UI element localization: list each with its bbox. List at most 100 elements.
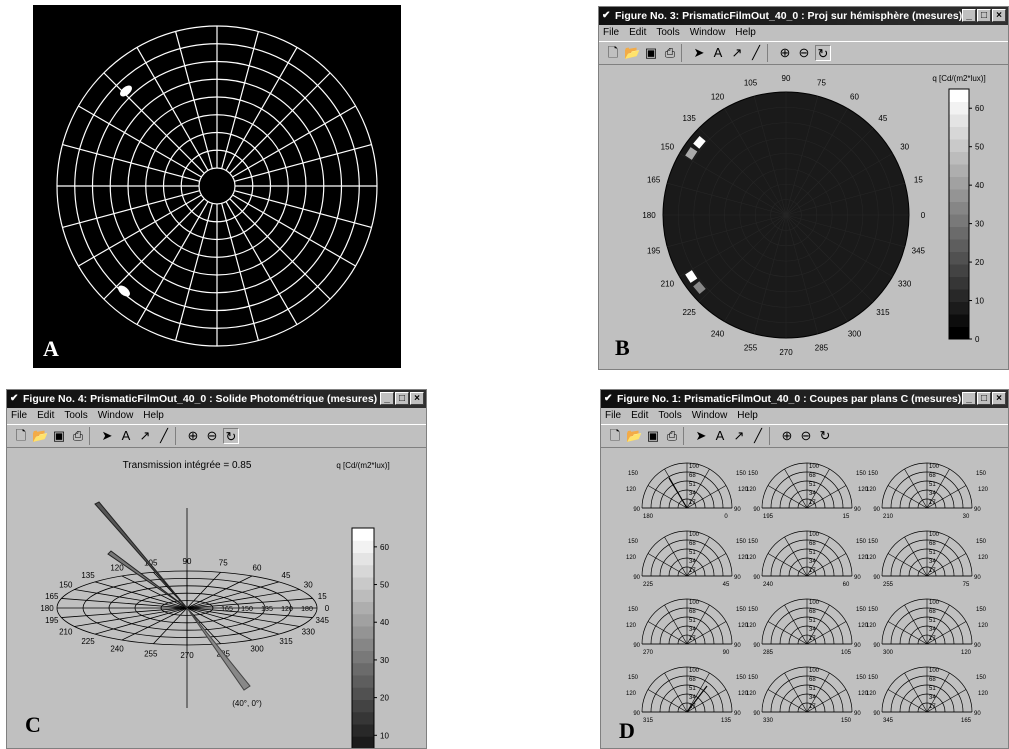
plane-label: 45 [723,582,730,588]
grid-spoke [806,621,847,645]
menu-file[interactable]: File [605,410,622,421]
menu-help[interactable]: Help [735,27,756,38]
line-tool-icon[interactable]: ╱ [754,428,762,443]
close-button[interactable]: × [992,9,1006,22]
grid-spoke [806,604,830,645]
grid-spoke [229,198,331,300]
angle-label: 330 [302,628,316,637]
radial-label: 34 [689,627,696,633]
arrow-pointer-icon[interactable]: ➤ [693,45,705,60]
radial-label: 100 [809,532,820,538]
zoom-out-icon[interactable]: ⊖ [800,428,812,443]
open-folder-icon[interactable]: 📂 [32,428,49,443]
menu-tools[interactable]: Tools [64,410,88,421]
side-label: 90 [633,507,640,513]
menu-file[interactable]: File [11,410,28,421]
text-tool-icon[interactable]: A [121,428,131,443]
grid-spoke [785,214,874,303]
grid-spoke [232,105,356,178]
grid-spoke [926,485,967,509]
radial-label: 34 [929,695,936,701]
zoom-in-icon[interactable]: ⊕ [781,428,793,443]
menu-window[interactable]: Window [689,27,726,38]
radial-label: 34 [809,491,816,497]
menu-edit[interactable]: Edit [631,410,649,421]
menu-tools[interactable]: Tools [658,410,682,421]
menu-help[interactable]: Help [737,410,758,421]
save-icon[interactable]: ▣ [646,428,660,443]
open-folder-icon[interactable]: 📂 [624,45,641,60]
colorbar-tick-label: 40 [975,181,984,190]
print-icon[interactable]: ⎙ [664,45,676,60]
side-label: 120 [978,487,989,493]
colorbar-frame [351,527,375,748]
radial-label: 68 [809,677,816,683]
close-button[interactable]: × [410,392,424,405]
menu-edit[interactable]: Edit [37,410,55,421]
faint-grid [663,92,909,338]
grid-spoke [784,468,808,509]
line-tool-icon[interactable]: ╱ [160,428,168,443]
menu-window[interactable]: Window [691,410,728,421]
colorbar-cell [352,613,374,627]
arrow-pointer-icon[interactable]: ➤ [695,428,707,443]
maximize-button[interactable]: □ [977,9,991,22]
minimize-button[interactable]: _ [962,392,976,405]
menu-file[interactable]: File [603,27,620,38]
print-icon[interactable]: ⎙ [72,428,84,443]
new-file-icon[interactable]: 🗋 [609,428,621,443]
menu-tools[interactable]: Tools [656,27,680,38]
minimize-button[interactable]: _ [962,9,976,22]
maximize-button[interactable]: □ [395,392,409,405]
rotate-3d-icon[interactable]: ↻ [223,428,239,444]
grid-spoke [686,468,710,509]
zoom-out-icon[interactable]: ⊖ [798,45,810,60]
print-icon[interactable]: ⎙ [666,428,678,443]
side-label: 150 [628,675,639,681]
menu-window[interactable]: Window [97,410,134,421]
arrow-pointer-icon[interactable]: ➤ [101,428,113,443]
new-file-icon[interactable]: 🗋 [607,45,619,60]
colorbar-tick-label: 60 [380,543,389,552]
angle-label: 270 [779,348,793,357]
grid-spoke [221,203,259,341]
zoom-out-icon[interactable]: ⊖ [206,428,218,443]
zoom-in-icon[interactable]: ⊕ [187,428,199,443]
side-label: 150 [628,539,639,545]
text-tool-icon[interactable]: A [715,428,725,443]
save-icon[interactable]: ▣ [644,45,658,60]
minimize-button[interactable]: _ [380,392,394,405]
side-label: 150 [748,539,759,545]
menu-help[interactable]: Help [143,410,164,421]
grid-spoke [664,604,688,645]
side-label: 150 [736,471,747,477]
new-file-icon[interactable]: 🗋 [15,428,27,443]
arrow-tool-icon[interactable]: ↗ [733,428,745,443]
side-label: 150 [868,675,879,681]
radial-label: 68 [929,677,936,683]
arrow-tool-icon[interactable]: ↗ [139,428,151,443]
angle-label: 90 [183,557,192,566]
arrow-tool-icon[interactable]: ↗ [731,45,743,60]
close-button[interactable]: × [992,392,1006,405]
zoom-in-icon[interactable]: ⊕ [779,45,791,60]
open-folder-icon[interactable]: 📂 [626,428,643,443]
save-icon[interactable]: ▣ [52,428,66,443]
plot-subtitle: Transmission intégrée = 0.85 [123,460,252,471]
colorbar-cell [949,89,969,102]
colorbar-cell [949,226,969,240]
side-label: 90 [974,711,981,717]
plane-label: 75 [963,582,970,588]
side-label: 120 [858,623,869,629]
radial-label: 165 [221,606,233,613]
side-label: 150 [736,607,747,613]
rotate-3d-icon[interactable]: ↻ [815,45,831,61]
maximize-button[interactable]: □ [977,392,991,405]
text-tool-icon[interactable]: A [713,45,723,60]
colorbar-cell [949,301,969,315]
menu-edit[interactable]: Edit [629,27,647,38]
rotate-3d-icon[interactable]: ↻ [819,428,831,443]
line-tool-icon[interactable]: ╱ [752,45,760,60]
